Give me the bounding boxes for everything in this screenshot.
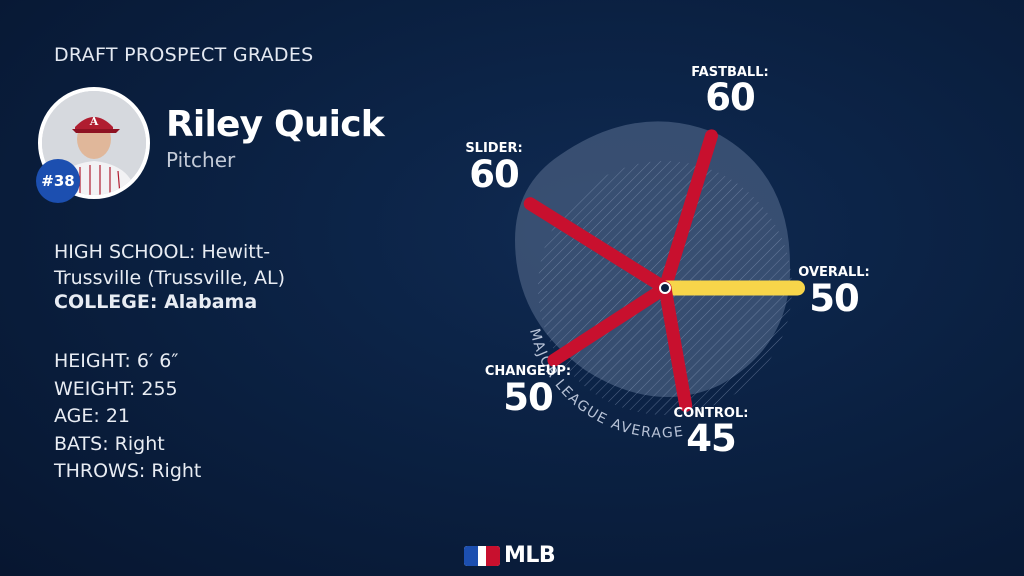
player-position: Pitcher: [166, 148, 236, 172]
label-control: CONTROL:: [674, 406, 749, 421]
spoke-control: [658, 281, 693, 412]
height-stat: HEIGHT: 6′ 6″: [54, 350, 179, 372]
chart-center-dot: [659, 282, 671, 294]
mlb-batter-icon: [464, 545, 500, 566]
player-stats: HEIGHT: 6′ 6″ WEIGHT: 255 AGE: 21 BATS: …: [54, 348, 201, 486]
label-changeup: CHANGEUP:: [485, 364, 571, 379]
spoke-fastball: [658, 129, 718, 295]
value-changeup: 50: [503, 376, 553, 419]
mlb-logo: MLB: [464, 543, 556, 568]
mlb-logo-text: MLB: [504, 543, 556, 568]
spoke-changeup: [547, 281, 672, 367]
high-school-label: HIGH SCHOOL:: [54, 241, 196, 263]
high-school-value: Hewitt-Trussville (Trussville, AL): [54, 241, 285, 289]
throws-stat: THROWS: Right: [54, 460, 202, 482]
college-label: COLLEGE:: [54, 291, 158, 313]
value-overall: 50: [809, 277, 859, 320]
label-slider: SLIDER:: [465, 141, 522, 156]
weight-stat: WEIGHT: 255: [54, 377, 178, 400]
spoke-slider: [523, 197, 672, 295]
high-school-info: HIGH SCHOOL: Hewitt-Trussville (Trussvil…: [54, 239, 354, 291]
svg-text:A: A: [89, 115, 99, 128]
page-title: DRAFT PROSPECT GRADES: [54, 44, 314, 66]
age-stat: AGE: 21: [54, 405, 131, 427]
player-photo-group: A #38: [36, 87, 150, 203]
value-slider: 60: [469, 153, 519, 196]
bats-stat: BATS: Right: [54, 432, 165, 455]
label-overall: OVERALL:: [798, 265, 869, 280]
label-fastball: FASTBALL:: [691, 65, 768, 80]
value-control: 45: [686, 417, 736, 460]
value-fastball: 60: [705, 76, 755, 119]
grade-spokes: [523, 129, 805, 412]
player-name: Riley Quick: [166, 104, 385, 145]
grade-labels: FASTBALL:60OVERALL:50CONTROL:45CHANGEUP:…: [465, 65, 869, 460]
college-value: Alabama: [164, 291, 258, 313]
college-info: COLLEGE: Alabama: [54, 289, 257, 315]
rank-badge: #38: [36, 159, 80, 203]
